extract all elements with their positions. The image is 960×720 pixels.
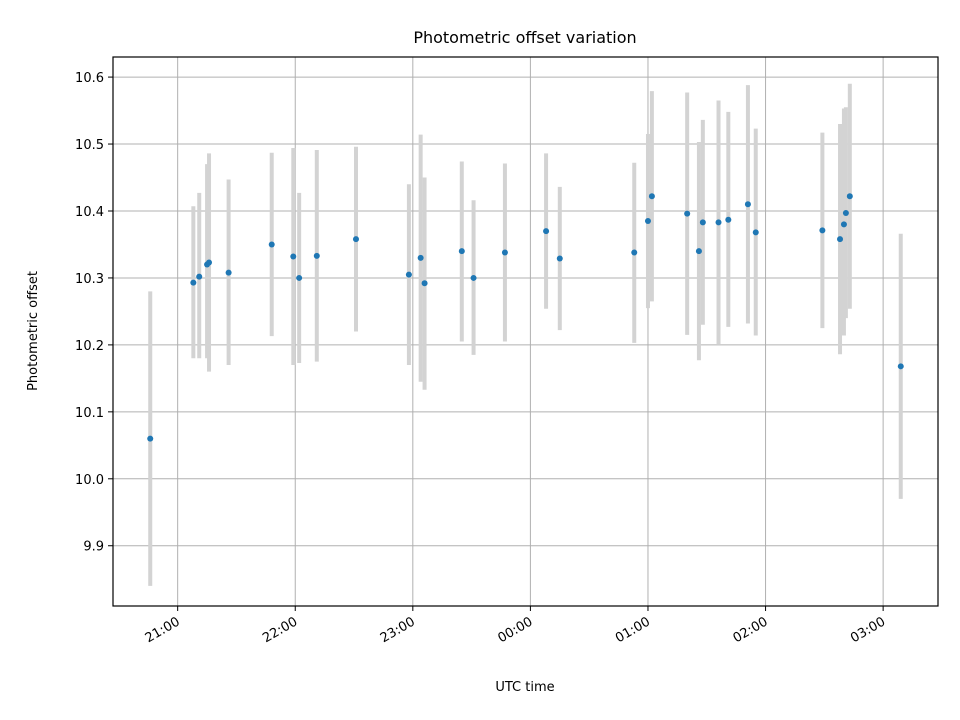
data-point: [744, 201, 751, 208]
data-point: [631, 249, 638, 256]
data-point: [699, 219, 706, 226]
y-tick-label: 10.1: [75, 406, 104, 421]
data-point: [842, 209, 849, 216]
y-axis-label: Photometric offset: [26, 271, 41, 391]
data-point: [752, 229, 759, 236]
data-point: [556, 255, 563, 262]
data-point: [644, 218, 651, 225]
data-point: [225, 269, 232, 276]
data-point: [190, 279, 197, 286]
y-tick-label: 10.6: [75, 71, 104, 86]
y-tick-label: 10.4: [75, 205, 104, 220]
data-point: [695, 248, 702, 255]
y-tick-label: 10.2: [75, 339, 104, 354]
data-point: [725, 216, 732, 223]
data-point: [268, 241, 275, 248]
grid-layer: [113, 57, 938, 606]
data-point: [715, 219, 722, 226]
y-tick-label: 9.9: [83, 540, 104, 555]
y-tick-label: 10.3: [75, 272, 104, 287]
data-point: [837, 236, 844, 243]
data-point: [405, 271, 412, 278]
plot-frame: [112, 56, 939, 607]
data-point: [296, 274, 303, 281]
chart-title: Photometric offset variation: [413, 28, 636, 47]
data-point: [147, 435, 154, 442]
data-point: [840, 221, 847, 228]
data-point: [897, 363, 904, 370]
data-point: [819, 227, 826, 234]
data-point: [458, 248, 465, 255]
y-tick-label: 10.0: [75, 473, 104, 488]
data-point: [352, 236, 359, 243]
data-point: [290, 253, 297, 260]
data-point: [543, 228, 550, 235]
x-axis-label: UTC time: [495, 680, 554, 695]
data-point: [648, 193, 655, 200]
data-point: [846, 193, 853, 200]
y-tick-label: 10.5: [75, 138, 104, 153]
y-axis: 9.9 10.0 10.1 10.2 10.3 10.4 10.5 10.6: [75, 71, 113, 555]
point-layer: [147, 193, 904, 442]
data-point: [206, 259, 213, 266]
data-point: [313, 252, 320, 259]
data-point: [421, 280, 428, 287]
data-point: [501, 249, 508, 256]
data-point: [417, 254, 424, 261]
data-point: [196, 273, 203, 280]
data-point: [684, 210, 691, 217]
data-point: [470, 274, 477, 281]
